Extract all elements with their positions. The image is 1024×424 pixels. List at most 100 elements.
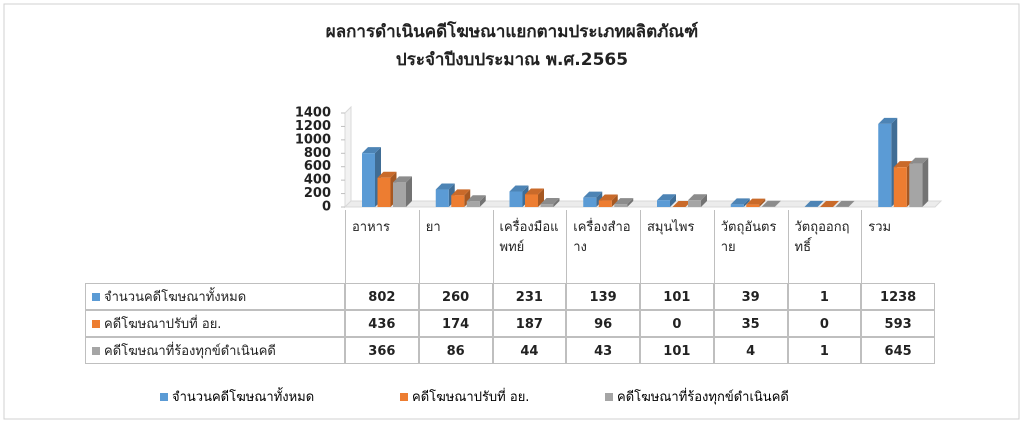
bar-top: [893, 161, 913, 168]
table-value: 139: [566, 283, 640, 310]
table-value: 4: [713, 337, 788, 364]
bar-side: [759, 198, 766, 207]
legend-item: จำนวนคดีโฆษณาทั้งหมด: [160, 386, 314, 407]
legend-label: คดีโฆษณาปรับที่ อย.: [412, 390, 530, 405]
table-value: 0: [787, 310, 862, 337]
bar: [583, 197, 597, 207]
bar-top: [878, 117, 898, 124]
y-tick-label: 400: [304, 173, 331, 188]
legend-key: [400, 393, 408, 401]
bar: [466, 201, 480, 207]
bar-top: [451, 189, 471, 196]
bar: [746, 204, 760, 207]
bar-top: [730, 198, 750, 205]
category-label: วัตถุออกฤทธิ์: [787, 210, 862, 283]
bar-side: [596, 191, 603, 207]
bar-top: [804, 200, 824, 207]
y-tick-label: 600: [304, 159, 331, 174]
table-value: 96: [566, 310, 640, 337]
table-value: 101: [640, 283, 714, 310]
table-value: 802: [345, 283, 419, 310]
legend-key: [92, 293, 100, 301]
legend-key: [160, 393, 168, 401]
legend-key: [92, 347, 100, 355]
bar-top: [393, 176, 412, 183]
category-label: รวม: [861, 210, 935, 283]
bar-side: [701, 194, 707, 207]
bar-top: [540, 198, 560, 205]
bar: [377, 177, 391, 207]
legend-key: [605, 393, 613, 401]
bar-side: [774, 200, 781, 207]
legend-label: จำนวนคดีโฆษณาทั้งหมด: [172, 390, 315, 405]
bar-top: [509, 185, 529, 192]
bar-side: [611, 194, 618, 207]
category-label: สมุนไพร: [640, 210, 714, 283]
bar: [435, 189, 449, 207]
bar: [393, 182, 406, 207]
bar-top: [820, 201, 839, 207]
frame: [3, 3, 1020, 420]
bar: [525, 194, 538, 207]
bar-top: [525, 188, 544, 195]
table-value: 44: [492, 337, 567, 364]
table-value: 101: [640, 337, 714, 364]
y-tick-label: 1000: [295, 132, 331, 147]
y-tick-label: 0: [322, 200, 331, 215]
chart-subtitle: ประจำปีงบประมาณ พ.ศ.2565: [396, 49, 628, 70]
bar: [878, 123, 892, 207]
legend-item: คดีโฆษณาปรับที่ อย.: [400, 386, 529, 407]
bar-side: [922, 157, 929, 207]
bar-side: [670, 194, 676, 207]
back-wall: [344, 105, 352, 209]
table-value: 86: [418, 337, 493, 364]
table-value: 231: [492, 283, 567, 310]
bar: [362, 153, 375, 207]
bar-top: [614, 198, 634, 205]
series-name: คดีโฆษณาปรับที่ อย.: [104, 317, 222, 332]
bar-side: [817, 200, 824, 207]
table-value: 1: [787, 337, 862, 364]
bar-top: [688, 194, 707, 201]
bar-side: [743, 198, 750, 207]
bar-top: [761, 200, 781, 207]
bar: [614, 204, 628, 207]
bar: [509, 191, 523, 207]
table-value: 436: [345, 310, 419, 337]
bar-side: [553, 198, 560, 207]
bar-top: [466, 195, 486, 202]
bar: [893, 167, 907, 207]
y-tick-label: 200: [304, 186, 331, 201]
y-tick-label: 1400: [295, 106, 331, 121]
bar-top: [362, 147, 381, 154]
bar-top: [909, 157, 929, 164]
bar-top: [583, 191, 603, 198]
table-value: 187: [492, 310, 567, 337]
table-value: 260: [418, 283, 493, 310]
bar-top: [377, 171, 397, 178]
category-label: เครื่องมือแพทย์: [492, 210, 567, 283]
category-label: อาหาร: [345, 210, 419, 283]
bar-top: [746, 198, 766, 205]
legend-item: คดีโฆษณาที่ร้องทุกข์ดำเนินคดี: [605, 386, 789, 407]
bar-side: [848, 200, 855, 207]
bar-top: [598, 194, 618, 201]
y-tick-label: 1200: [295, 119, 331, 134]
bar-side: [406, 176, 412, 207]
table-row-label: คดีโฆษณาที่ร้องทุกข์ดำเนินคดี: [85, 337, 345, 364]
category-label: ยา: [418, 210, 493, 283]
bar: [909, 163, 923, 207]
bar: [540, 204, 554, 207]
bar: [451, 195, 465, 207]
series-name: คดีโฆษณาที่ร้องทุกข์ดำเนินคดี: [104, 344, 276, 359]
table-value: 174: [418, 310, 493, 337]
table-value: 366: [345, 337, 419, 364]
y-tick-label: 800: [304, 146, 331, 161]
table-value: 43: [566, 337, 640, 364]
bar-side: [479, 195, 486, 207]
bar: [730, 204, 744, 207]
series-name: จำนวนคดีโฆษณาทั้งหมด: [104, 290, 247, 305]
chart-title: ผลการดำเนินคดีโฆษณาแยกตามประเภทผลิตภัณฑ์: [326, 21, 698, 42]
legend-key: [92, 320, 100, 328]
